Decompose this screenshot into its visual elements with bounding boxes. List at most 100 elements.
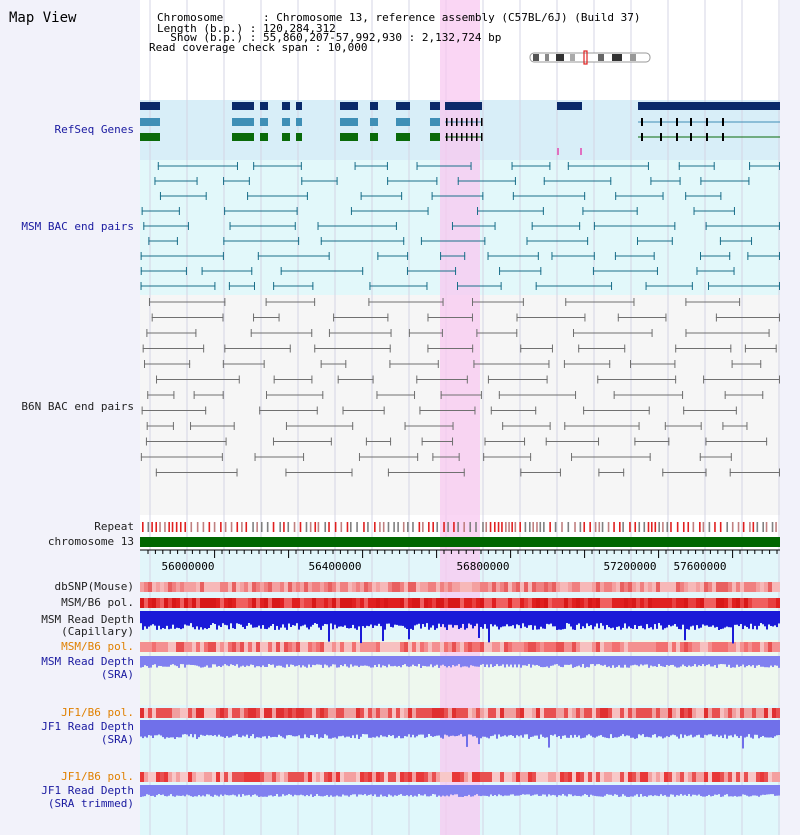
chromosome-ideogram[interactable] bbox=[529, 50, 651, 65]
msm-sra-depth bbox=[482, 656, 484, 665]
msm-pol-cell bbox=[188, 598, 192, 608]
msm-capillary-depth bbox=[582, 611, 584, 627]
chromosome-bar[interactable] bbox=[140, 537, 780, 558]
msm-bac-pair-end bbox=[592, 267, 594, 275]
msm-sra-depth bbox=[636, 656, 638, 666]
jf1-sra-depth bbox=[614, 720, 616, 738]
jf1-trimmed-depth bbox=[446, 785, 448, 796]
jf1-pol2-cell bbox=[464, 772, 468, 782]
jf1-sra-depth bbox=[412, 720, 414, 735]
b6n-bac-pair-end bbox=[222, 313, 224, 322]
jf1-trimmed-depth bbox=[298, 785, 300, 796]
msm-capillary-depth bbox=[234, 611, 236, 629]
msm-bac-pair-end bbox=[395, 222, 397, 230]
msm-bac-pair-end bbox=[691, 282, 693, 290]
msm-sra-depth bbox=[548, 656, 550, 668]
exon-mark bbox=[451, 118, 453, 126]
msm-bac-track[interactable] bbox=[140, 162, 780, 290]
jf1-trimmed-depth bbox=[148, 785, 150, 795]
track-label-refseq[interactable]: RefSeq Genes bbox=[54, 123, 134, 136]
jf1-pol2-cell bbox=[516, 772, 520, 782]
exon-mark bbox=[641, 118, 643, 126]
dbsnp-cell bbox=[576, 582, 580, 592]
gene-block bbox=[260, 102, 268, 110]
msm-bac-pair-end bbox=[537, 252, 539, 260]
jf1-sra-depth bbox=[544, 720, 546, 738]
msm-capillary-depth bbox=[310, 611, 312, 627]
msm-bac-pair-end bbox=[451, 222, 453, 230]
repeat-mark bbox=[382, 522, 385, 532]
msm-capillary-depth bbox=[414, 611, 416, 626]
jf1-trimmed-depth bbox=[670, 785, 672, 795]
msm-pol2-cell bbox=[580, 642, 584, 652]
track-label-msm-bac[interactable]: MSM BAC end pairs bbox=[21, 220, 134, 233]
msm-sra-depth bbox=[192, 656, 194, 665]
jf1-sra-depth bbox=[370, 720, 372, 738]
dbsnp-cell bbox=[708, 582, 712, 592]
msm-bac-pair-end bbox=[143, 222, 145, 230]
msm-pol-cell bbox=[328, 598, 332, 608]
track-label-b6n-bac[interactable]: B6N BAC end pairs bbox=[21, 400, 134, 413]
gene-block bbox=[396, 102, 410, 110]
b6n-bac-pair-end bbox=[351, 468, 353, 477]
msm-sra-depth bbox=[632, 656, 634, 666]
b6n-bac-pair-end bbox=[250, 329, 252, 337]
repeat-mark bbox=[529, 522, 531, 532]
msm-sra-depth bbox=[446, 656, 448, 668]
msm-sra-depth bbox=[718, 656, 720, 665]
msm-pol-cell bbox=[752, 598, 756, 608]
repeat-mark bbox=[676, 522, 679, 532]
msm-sra-depth bbox=[218, 656, 220, 666]
msm-pol2-cell bbox=[692, 642, 696, 652]
msm-capillary-depth bbox=[230, 611, 232, 624]
msm-bac-pair-end bbox=[645, 282, 647, 290]
msm-sra-depth bbox=[542, 656, 544, 668]
jf1-sra-depth bbox=[558, 720, 560, 737]
msm-sra-depth bbox=[558, 656, 560, 666]
msm-capillary-depth bbox=[348, 611, 350, 629]
b6n-bac-pair-end bbox=[563, 360, 565, 368]
dbsnp-cell bbox=[312, 582, 316, 592]
jf1-trimmed-depth bbox=[240, 785, 242, 797]
msm-pol-cell bbox=[224, 598, 228, 608]
repeat-mark bbox=[208, 522, 211, 532]
msm-pol2-cell bbox=[592, 642, 596, 652]
exon-mark bbox=[471, 118, 473, 126]
jf1-sra-depth bbox=[548, 720, 550, 748]
repeat-mark bbox=[765, 522, 768, 532]
msm-sra-depth bbox=[566, 656, 568, 665]
msm-sra-depth bbox=[652, 656, 654, 667]
ideogram-band bbox=[612, 54, 622, 61]
jf1-sra-depth bbox=[648, 720, 650, 738]
jf1-trimmed-depth bbox=[378, 785, 380, 797]
jf1-pol2-cell bbox=[420, 772, 424, 782]
jf1-sra-depth bbox=[608, 720, 610, 739]
dbsnp-cell bbox=[272, 582, 276, 592]
repeat-mark bbox=[374, 522, 376, 532]
dbsnp-cell bbox=[640, 582, 644, 592]
msm-sra-depth bbox=[142, 656, 144, 668]
jf1-pol-cell bbox=[752, 708, 756, 718]
msm-sra-depth bbox=[684, 656, 686, 667]
msm-pol2-cell bbox=[476, 642, 480, 652]
msm-pol2-cell bbox=[584, 642, 588, 652]
msm-sra-depth bbox=[534, 656, 536, 666]
refseq-genes-track[interactable] bbox=[140, 102, 780, 155]
b6n-bac-track[interactable] bbox=[140, 298, 780, 477]
msm-capillary-depth bbox=[646, 611, 648, 625]
repeat-mark bbox=[457, 522, 459, 532]
b6n-bac-pair-end bbox=[573, 329, 575, 337]
repeat-mark bbox=[650, 522, 653, 532]
repeat-mark bbox=[453, 522, 455, 532]
msm-capillary-depth bbox=[732, 611, 734, 644]
msm-pol2-cell bbox=[656, 642, 660, 652]
jf1-sra-depth bbox=[390, 720, 392, 736]
msm-sra-depth bbox=[676, 656, 678, 668]
track-label-msm-depth-sra: MSM Read Depth bbox=[41, 655, 134, 668]
dbsnp-cell bbox=[436, 582, 440, 592]
msm-capillary-depth bbox=[376, 611, 378, 626]
msm-sra-depth bbox=[288, 656, 290, 667]
jf1-pol-cell bbox=[644, 708, 648, 718]
jf1-sra-depth bbox=[706, 720, 708, 736]
